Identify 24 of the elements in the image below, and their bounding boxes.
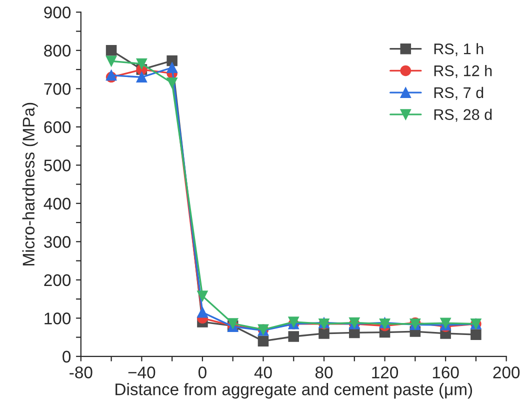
y-tick-label: 500 bbox=[44, 160, 71, 172]
legend-label: RS, 7 d bbox=[434, 86, 484, 100]
x-tick-label: -80 bbox=[70, 366, 92, 378]
legend-label: RS, 1 h bbox=[434, 43, 484, 56]
y-axis-title: Micro-hardness (MPa) bbox=[22, 102, 38, 266]
y-tick-label: 100 bbox=[44, 312, 71, 324]
legend-label: RS, 28 d bbox=[434, 108, 492, 122]
y-tick-label: 600 bbox=[44, 121, 71, 134]
x-tick-label: −40 bbox=[128, 366, 156, 378]
y-tick-label: 900 bbox=[44, 6, 71, 18]
y-tick-label: 0 bbox=[62, 350, 71, 363]
x-tick-label: 120 bbox=[372, 366, 398, 378]
x-tick-label: 200 bbox=[493, 366, 520, 378]
x-tick-label: 40 bbox=[254, 366, 272, 378]
y-tick-label: 700 bbox=[44, 83, 71, 95]
x-tick-label: 80 bbox=[315, 366, 333, 378]
y-tick-label: 800 bbox=[44, 44, 71, 57]
y-tick-label: 400 bbox=[44, 198, 71, 210]
y-tick-label: 200 bbox=[44, 274, 71, 286]
legend-label: RS, 12 h bbox=[434, 64, 492, 78]
x-tick-label: 0 bbox=[198, 366, 206, 378]
y-tick-label: 300 bbox=[44, 236, 71, 248]
x-axis-title: Distance from aggregate and cement paste (μm) bbox=[116, 383, 472, 399]
x-tick-label: 160 bbox=[432, 366, 459, 378]
